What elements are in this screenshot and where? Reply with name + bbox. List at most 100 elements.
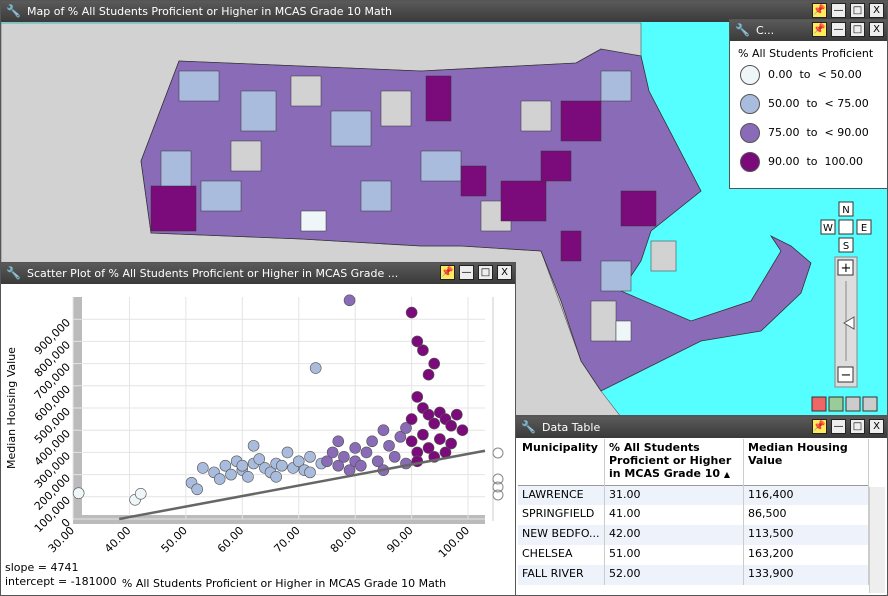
close-button[interactable]: X xyxy=(497,265,512,280)
table-cell: 51.00 xyxy=(604,545,744,565)
data-point xyxy=(388,451,401,463)
table-cell: CHELSEA xyxy=(518,545,605,565)
reset-tool[interactable] xyxy=(862,396,878,412)
zoom-slider[interactable] xyxy=(843,316,855,330)
x-tick-label: 90.00 xyxy=(384,524,415,555)
x-tick-label: 40.00 xyxy=(102,524,133,555)
data-point xyxy=(394,431,407,443)
data-point xyxy=(405,306,418,319)
table-row[interactable]: LAWRENCE 31.00 116,400 xyxy=(518,485,869,505)
table-row[interactable]: CHELSEA 51.00 163,200 xyxy=(518,545,869,565)
table-cell: 86,500 xyxy=(743,505,869,525)
legend-swatch xyxy=(740,122,760,143)
table-cell: LAWRENCE xyxy=(518,485,605,505)
table-title: Data Table xyxy=(542,421,601,434)
column-header[interactable]: Median Housing Value xyxy=(743,439,869,485)
data-point xyxy=(191,483,203,496)
west-button[interactable] xyxy=(820,219,836,235)
y-axis-label: Median Housing Value xyxy=(5,347,18,469)
center-button[interactable] xyxy=(838,219,854,235)
data-point xyxy=(292,455,305,468)
table-row[interactable]: SPRINGFIELD 41.00 86,500 xyxy=(518,505,869,525)
close-button[interactable]: X xyxy=(869,3,884,18)
north-button[interactable] xyxy=(838,201,854,217)
data-point xyxy=(456,424,469,437)
data-point xyxy=(236,459,249,472)
east-button[interactable] xyxy=(856,219,872,235)
zoom-in-button[interactable] xyxy=(837,259,854,276)
legend-items: 0.00 to < 50.00 50.00 to < 75.00 75.00 to … xyxy=(730,60,887,176)
data-point xyxy=(428,417,441,430)
data-point xyxy=(445,437,457,450)
data-point xyxy=(270,471,282,483)
legend-item: 0.00 to < 50.00 xyxy=(730,60,887,89)
data-point xyxy=(134,488,147,500)
data-point xyxy=(428,357,441,370)
maximize-button[interactable]: □ xyxy=(850,22,865,37)
south-label: S xyxy=(843,241,849,252)
table-window: 🔧 Data Table 📌 — □ X Municipality % All Stud… xyxy=(515,416,888,596)
data-point xyxy=(253,453,266,465)
table-row[interactable]: NEW BEDFO... 42.00 113,500 xyxy=(518,525,869,545)
data-point xyxy=(355,459,367,472)
close-button[interactable]: X xyxy=(869,419,884,434)
minimize-button[interactable]: — xyxy=(459,265,474,280)
table-cell: FALL RIVER xyxy=(518,565,605,585)
data-point xyxy=(242,471,254,483)
legend-swatch xyxy=(740,151,760,172)
legend-swatch xyxy=(740,64,760,85)
table-cell: 52.00 xyxy=(604,565,744,585)
maximize-button[interactable]: □ xyxy=(850,3,865,18)
select-tool[interactable] xyxy=(828,396,844,412)
pin-button[interactable]: 📌 xyxy=(440,265,455,280)
zoom-tool[interactable] xyxy=(845,396,861,412)
data-point xyxy=(377,424,390,437)
data-point xyxy=(309,362,322,374)
south-button[interactable] xyxy=(838,237,854,253)
data-point xyxy=(281,446,294,459)
table-cell: 133,900 xyxy=(743,565,869,585)
legend-item: 75.00 to < 90.00 xyxy=(730,118,887,147)
maximize-button[interactable]: □ xyxy=(478,265,493,280)
minimize-button[interactable]: — xyxy=(831,3,846,18)
close-button[interactable]: X xyxy=(869,22,884,37)
data-point xyxy=(450,408,463,421)
data-point xyxy=(371,455,384,468)
pin-button[interactable]: 📌 xyxy=(812,3,827,18)
legend-title-bar: 🔧 C... 📌 — □ X xyxy=(730,20,887,41)
data-point xyxy=(366,435,378,448)
trend-line xyxy=(118,449,486,521)
table-row[interactable]: FALL RIVER 52.00 133,900 xyxy=(518,565,869,585)
pin-button[interactable]: 📌 xyxy=(812,22,827,37)
legend-label: 0.00 to < 50.00 xyxy=(768,68,862,81)
column-title: Municipality xyxy=(522,441,598,454)
data-point xyxy=(411,391,424,403)
data-point xyxy=(343,294,356,307)
data-point xyxy=(338,451,350,463)
data-point xyxy=(304,451,316,463)
x-tick-label: 60.00 xyxy=(215,524,246,555)
column-header[interactable]: Municipality xyxy=(518,439,605,485)
zoom-out-button[interactable] xyxy=(837,366,854,383)
navigation: N W E S + − xyxy=(811,201,878,412)
data-point xyxy=(332,435,345,448)
zoom-out-label: − xyxy=(841,368,852,383)
column-header[interactable]: % All Students Proficient or Higher in M… xyxy=(604,439,744,485)
maximize-button[interactable]: □ xyxy=(850,419,865,434)
sort-arrow: ▲ xyxy=(723,470,731,479)
table-cell: 113,500 xyxy=(743,525,869,545)
table-cell: 163,200 xyxy=(743,545,869,565)
data-point xyxy=(197,462,209,474)
scrollbar[interactable] xyxy=(869,487,885,593)
massachusetts xyxy=(140,48,812,392)
legend-item: 50.00 to < 75.00 xyxy=(730,89,887,118)
minimize-button[interactable]: — xyxy=(831,419,846,434)
data-point xyxy=(400,422,412,434)
x-tick-label: 80.00 xyxy=(328,524,359,555)
data-point xyxy=(417,344,429,357)
minimize-button[interactable]: — xyxy=(831,22,846,37)
pin-button[interactable]: 📌 xyxy=(812,419,827,434)
table-cell: 42.00 xyxy=(604,525,744,545)
west-label: W xyxy=(823,223,833,234)
pan-tool[interactable] xyxy=(811,396,827,412)
